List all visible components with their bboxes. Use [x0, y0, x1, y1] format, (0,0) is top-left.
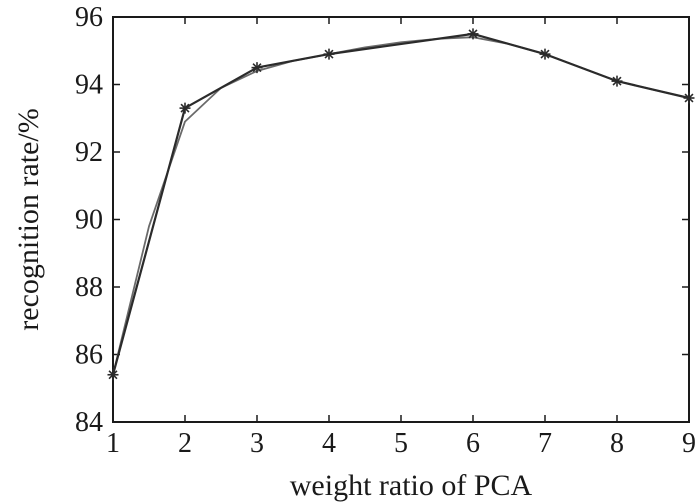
- y-axis: 84 86 88 90 92 94 96: [75, 2, 689, 438]
- y-tick-label: 96: [75, 2, 103, 33]
- x-tick-label: 7: [538, 428, 552, 459]
- data-point: [539, 48, 551, 60]
- data-point: [251, 62, 263, 74]
- series-line-fitted: [112, 36, 690, 375]
- y-axis-label: recognition rate/%: [12, 108, 45, 330]
- y-tick-label: 92: [75, 137, 103, 168]
- x-tick-label: 4: [322, 428, 336, 459]
- data-point: [179, 102, 191, 114]
- x-tick-label: 5: [394, 428, 408, 459]
- plot-area: [112, 16, 690, 423]
- x-tick-label: 2: [178, 428, 192, 459]
- x-tick-label: 3: [250, 428, 264, 459]
- x-tick-label: 9: [682, 428, 696, 459]
- data-point: [323, 48, 335, 60]
- y-tick-label: 90: [75, 205, 103, 236]
- x-axis-label: weight ratio of PCA: [290, 469, 533, 502]
- data-point: [467, 28, 479, 40]
- y-tick-label: 86: [75, 340, 103, 371]
- x-tick-label: 6: [466, 428, 480, 459]
- x-tick-label: 1: [106, 428, 120, 459]
- y-tick-label: 84: [75, 407, 103, 438]
- data-point: [107, 369, 119, 381]
- y-tick-label: 88: [75, 272, 103, 303]
- y-tick-label: 94: [75, 70, 103, 101]
- series-line-measured: [111, 32, 690, 375]
- data-point: [683, 92, 695, 104]
- data-point: [611, 75, 623, 87]
- x-tick-label: 8: [610, 428, 624, 459]
- series-layer: [107, 28, 695, 381]
- x-axis: 1 2 3 4 5 6 7 8 9: [106, 17, 696, 459]
